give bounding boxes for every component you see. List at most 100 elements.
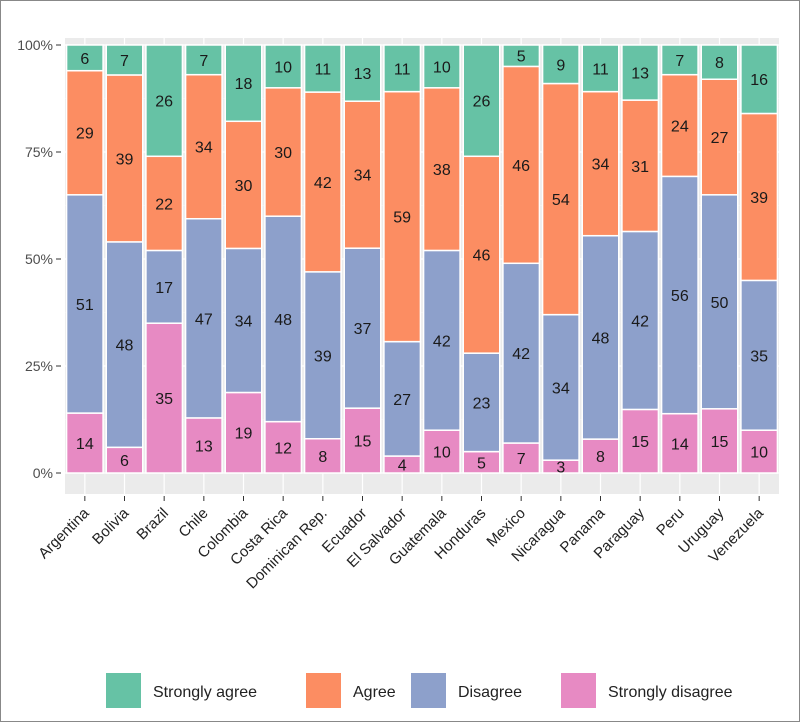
bar-segment [740,279,779,431]
bar-segment [145,44,184,158]
data-label: 7 [199,53,208,70]
bar-segment [502,442,541,474]
bar-segment [541,82,580,316]
bar-segment [502,65,541,265]
data-label: 34 [592,157,610,174]
data-label: 13 [195,438,213,455]
data-label: 8 [715,55,724,72]
y-tick-label: 75% [25,144,53,160]
legend-key [561,673,596,708]
data-label: 13 [354,66,372,83]
data-label: 7 [675,53,684,70]
data-label: 11 [592,61,609,78]
legend-label: Strongly disagree [608,684,733,701]
bar-segment [224,391,263,474]
bar-segment [422,249,461,431]
y-tick-label: 100% [17,37,53,53]
bar-segment [303,271,342,440]
data-label: 24 [671,119,689,136]
bar-segment [343,100,382,249]
bar-segment [343,247,382,409]
data-label: 47 [195,311,213,328]
data-label: 18 [235,76,253,93]
data-label: 48 [274,312,292,329]
bar-segment [422,87,461,252]
data-label: 48 [592,330,610,347]
bar-segment [581,234,620,440]
data-label: 35 [155,391,173,408]
y-tick-label: 25% [25,358,53,374]
data-label: 13 [631,66,649,83]
bar-segment [462,44,501,158]
bar-segment [65,44,104,72]
bar-segment [502,262,541,444]
x-tick-label: Bolivia [89,504,133,548]
data-label: 15 [711,434,729,451]
bar-segment [224,120,263,250]
bar-segment [740,44,779,115]
data-label: 10 [274,59,292,76]
bar-segment [541,44,580,85]
data-label: 30 [274,145,292,162]
bar-segment [502,44,541,68]
data-label: 8 [596,449,605,466]
data-label: 39 [750,190,768,207]
bar-segment [422,429,461,474]
x-tick-label: Chile [175,505,211,541]
data-label: 30 [235,178,253,195]
data-label: 26 [473,94,491,111]
y-tick-label: 50% [25,251,53,267]
data-label: 11 [394,61,411,78]
data-label: 39 [116,151,134,168]
data-label: 9 [556,57,565,74]
data-label: 56 [671,288,689,305]
data-label: 4 [398,458,407,475]
data-label: 38 [433,162,451,179]
data-label: 11 [315,62,332,79]
bar-segment [621,99,660,233]
bar-segment [422,44,461,89]
bar-segment [621,230,660,411]
y-tick-label: 0% [33,465,53,481]
data-label: 39 [314,348,332,365]
data-label: 12 [274,440,292,457]
data-label: 8 [318,449,327,466]
bar-segment [740,112,779,282]
data-label: 42 [433,333,451,350]
bar-segment [740,429,779,474]
data-label: 5 [517,49,526,66]
legend-label: Agree [353,684,396,701]
bar-segment [303,438,342,474]
legend-key [306,673,341,708]
data-label: 42 [314,175,332,192]
bar-segment [264,44,303,89]
data-label: 54 [552,192,570,209]
bar-segment [224,247,263,394]
data-label: 7 [120,53,129,70]
data-label: 34 [195,140,213,157]
data-label: 42 [631,313,649,330]
bar-segment [621,408,660,474]
data-label: 35 [750,348,768,365]
bar-segment [541,313,580,461]
bar-segment [303,44,342,93]
bar-segment [184,417,223,474]
data-label: 15 [631,434,649,451]
data-label: 42 [512,346,530,363]
bar-segment [105,44,144,76]
data-label: 10 [433,445,451,462]
data-label: 48 [116,338,134,355]
data-label: 3 [556,460,565,477]
bar-segment [581,44,620,93]
data-label: 10 [433,59,451,76]
bar-segment [224,44,263,123]
data-label: 26 [155,94,173,111]
data-label: 46 [512,158,530,175]
data-label: 34 [235,313,253,330]
data-label: 51 [76,297,94,314]
bar-segment [65,194,104,414]
bar-segment [660,73,699,178]
x-tick-label: Argentina [35,504,93,562]
